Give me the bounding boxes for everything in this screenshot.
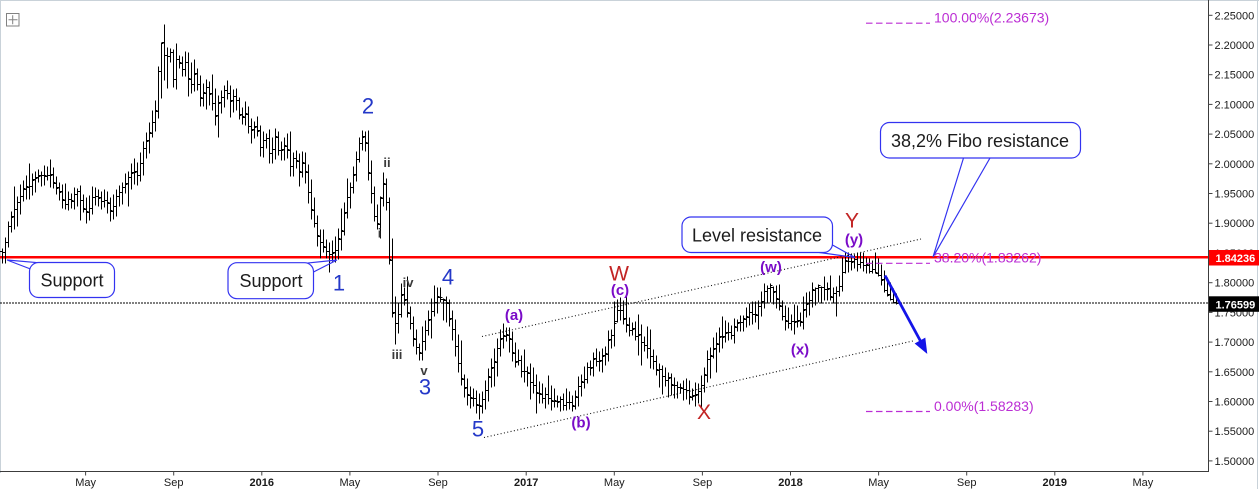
svg-text:v: v	[420, 363, 428, 378]
svg-text:(b): (b)	[571, 415, 590, 432]
svg-text:May: May	[75, 477, 96, 489]
svg-text:38,2% Fibo resistance: 38,2% Fibo resistance	[891, 131, 1069, 151]
svg-text:(y): (y)	[845, 232, 863, 249]
svg-text:1.84236: 1.84236	[1216, 253, 1256, 265]
svg-text:2017: 2017	[514, 477, 538, 489]
svg-text:(x): (x)	[791, 342, 809, 359]
svg-text:2.05000: 2.05000	[1215, 129, 1255, 141]
svg-text:Sep: Sep	[957, 477, 977, 489]
svg-text:(a): (a)	[505, 307, 523, 324]
svg-text:Sep: Sep	[693, 477, 713, 489]
svg-text:Sep: Sep	[428, 477, 448, 489]
svg-text:100.00%(2.23673): 100.00%(2.23673)	[934, 10, 1049, 26]
svg-text:Support: Support	[40, 271, 103, 291]
svg-text:2016: 2016	[250, 477, 274, 489]
svg-text:May: May	[604, 477, 625, 489]
svg-text:3: 3	[419, 375, 431, 400]
svg-text:5: 5	[472, 417, 484, 442]
svg-text:W: W	[609, 263, 629, 286]
svg-text:May: May	[868, 477, 889, 489]
svg-text:1.55000: 1.55000	[1215, 426, 1255, 438]
svg-text:0.00%(1.58283): 0.00%(1.58283)	[934, 398, 1034, 414]
svg-text:1.95000: 1.95000	[1215, 189, 1255, 201]
svg-text:2018: 2018	[778, 477, 802, 489]
svg-text:(w): (w)	[760, 259, 782, 276]
svg-text:Sep: Sep	[164, 477, 184, 489]
svg-text:ii: ii	[383, 155, 390, 170]
svg-text:2.20000: 2.20000	[1215, 40, 1255, 52]
svg-text:Level resistance: Level resistance	[692, 226, 822, 246]
svg-text:2.00000: 2.00000	[1215, 159, 1255, 171]
svg-text:38.20%(1.83262): 38.20%(1.83262)	[934, 250, 1041, 266]
svg-text:iii: iii	[392, 347, 403, 362]
svg-text:2.25000: 2.25000	[1215, 10, 1255, 22]
svg-text:4: 4	[442, 265, 454, 290]
svg-text:1.65000: 1.65000	[1215, 367, 1255, 379]
svg-text:2.15000: 2.15000	[1215, 70, 1255, 82]
svg-text:1.80000: 1.80000	[1215, 278, 1255, 290]
svg-text:X: X	[697, 401, 711, 424]
svg-text:(c): (c)	[611, 282, 629, 299]
svg-text:May: May	[1133, 477, 1154, 489]
svg-text:Support: Support	[239, 271, 302, 291]
svg-text:2.10000: 2.10000	[1215, 99, 1255, 111]
svg-text:1.76599: 1.76599	[1216, 299, 1256, 311]
svg-text:1.60000: 1.60000	[1215, 397, 1255, 409]
svg-text:1.70000: 1.70000	[1215, 337, 1255, 349]
svg-text:1.90000: 1.90000	[1215, 218, 1255, 230]
svg-text:2: 2	[362, 94, 374, 119]
svg-text:i: i	[378, 226, 382, 241]
svg-text:2019: 2019	[1043, 477, 1067, 489]
svg-text:iv: iv	[403, 275, 415, 290]
svg-text:Y: Y	[845, 210, 859, 233]
svg-text:May: May	[340, 477, 361, 489]
svg-text:1.50000: 1.50000	[1215, 456, 1255, 468]
svg-text:1: 1	[333, 271, 345, 296]
